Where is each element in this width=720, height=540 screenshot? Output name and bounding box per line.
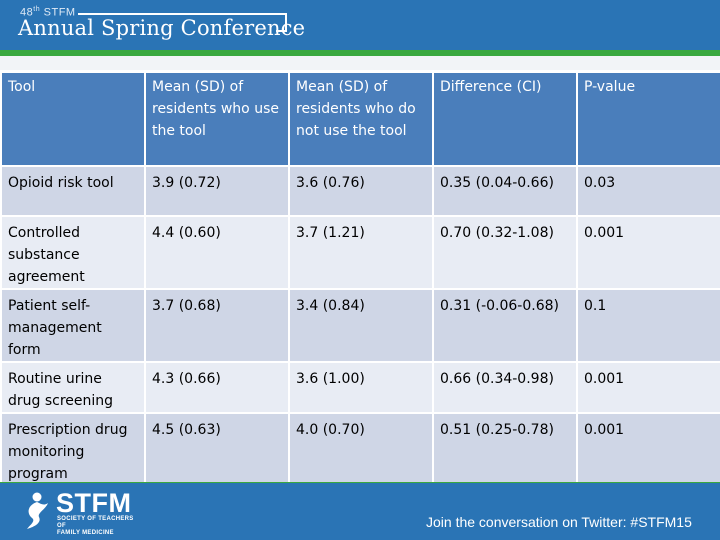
header-frame-line — [285, 13, 287, 32]
cell-tool: Controlled substance agreement — [0, 215, 146, 290]
table-row: Opioid risk tool 3.9 (0.72) 3.6 (0.76) 0… — [0, 165, 720, 217]
column-header-p-value: P-value — [576, 71, 720, 167]
cell-difference: 0.66 (0.34-0.98) — [432, 361, 578, 414]
table-header-row: Tool Mean (SD) of residents who use the … — [0, 71, 720, 167]
conference-header: 48th STFM Annual Spring Conference — [0, 0, 720, 50]
twitter-call-to-action: Join the conversation on Twitter: #STFM1… — [426, 514, 692, 530]
cell-mean-users: 3.7 (0.68) — [144, 288, 290, 363]
cell-p-value: 0.03 — [576, 165, 720, 217]
cell-mean-nonusers: 4.0 (0.70) — [288, 412, 434, 487]
edition-org: STFM — [43, 6, 76, 19]
cell-mean-users: 3.9 (0.72) — [144, 165, 290, 217]
stfm-society-line1: SOCIETY OF TEACHERS OF — [57, 516, 134, 529]
header-accent-stripe — [0, 50, 720, 56]
cell-tool: Opioid risk tool — [0, 165, 146, 217]
column-header-difference: Difference (CI) — [432, 71, 578, 167]
cell-p-value: 0.1 — [576, 288, 720, 363]
cell-p-value: 0.001 — [576, 215, 720, 290]
table-row: Patient self-management form 3.7 (0.68) … — [0, 288, 720, 363]
cell-difference: 0.31 (-0.06-0.68) — [432, 288, 578, 363]
edition-suffix: th — [33, 6, 41, 13]
cell-mean-users: 4.3 (0.66) — [144, 361, 290, 414]
cell-tool: Patient self-management form — [0, 288, 146, 363]
header-light-stripe — [0, 56, 720, 70]
table-row: Prescription drug monitoring program 4.5… — [0, 412, 720, 487]
header-frame-line — [276, 30, 286, 32]
cell-tool: Routine urine drug screening — [0, 361, 146, 414]
cell-mean-nonusers: 3.6 (1.00) — [288, 361, 434, 414]
cell-difference: 0.70 (0.32-1.08) — [432, 215, 578, 290]
cell-mean-nonusers: 3.4 (0.84) — [288, 288, 434, 363]
stfm-logo-text: STFM — [56, 488, 132, 518]
stfm-logo-icon — [27, 492, 48, 529]
cell-mean-nonusers: 3.7 (1.21) — [288, 215, 434, 290]
column-header-mean-nonusers: Mean (SD) of residents who do not use th… — [288, 71, 434, 167]
table-row: Routine urine drug screening 4.3 (0.66) … — [0, 361, 720, 414]
edition-number: 48 — [20, 6, 34, 19]
conference-edition: 48th STFM — [20, 6, 76, 19]
cell-tool: Prescription drug monitoring program — [0, 412, 146, 487]
column-header-tool: Tool — [0, 71, 146, 167]
cell-mean-nonusers: 3.6 (0.76) — [288, 165, 434, 217]
stfm-society-name: SOCIETY OF TEACHERS OF FAMILY MEDICINE — [57, 516, 137, 537]
cell-mean-users: 4.4 (0.60) — [144, 215, 290, 290]
conference-name: Annual Spring Conference — [18, 16, 306, 40]
cell-difference: 0.51 (0.25-0.78) — [432, 412, 578, 487]
conference-footer — [0, 483, 720, 540]
cell-difference: 0.35 (0.04-0.66) — [432, 165, 578, 217]
table-row: Controlled substance agreement 4.4 (0.60… — [0, 215, 720, 290]
cell-mean-users: 4.5 (0.63) — [144, 412, 290, 487]
column-header-mean-users: Mean (SD) of residents who use the tool — [144, 71, 290, 167]
results-table: Tool Mean (SD) of residents who use the … — [0, 71, 720, 487]
cell-p-value: 0.001 — [576, 361, 720, 414]
header-frame-line — [78, 13, 287, 15]
stfm-society-line2: FAMILY MEDICINE — [57, 530, 114, 536]
cell-p-value: 0.001 — [576, 412, 720, 487]
